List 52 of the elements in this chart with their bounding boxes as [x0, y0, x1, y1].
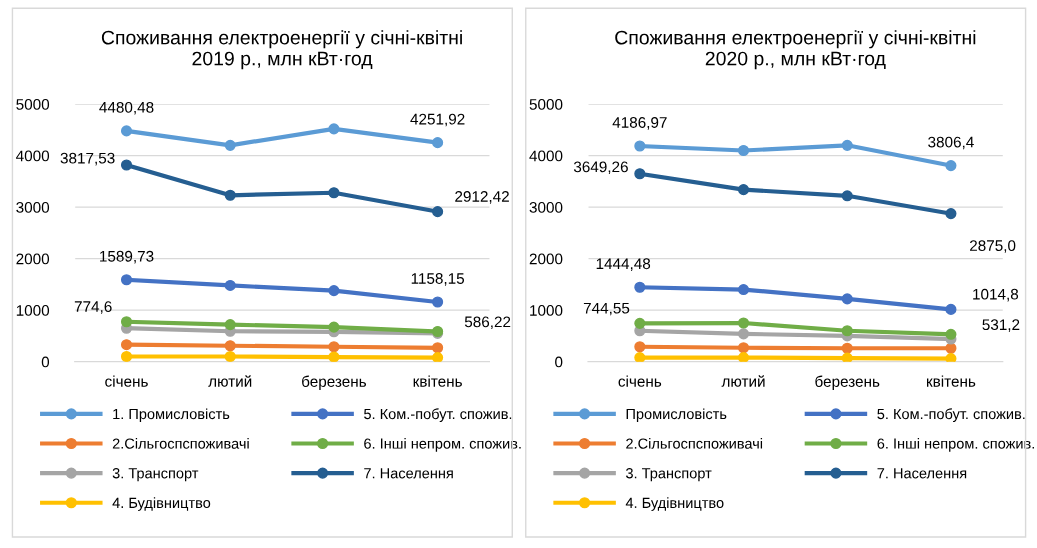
- y-tick-label: 2000: [16, 253, 50, 265]
- y-tick-label: 4000: [529, 150, 563, 162]
- data-label: 3806,4: [928, 136, 974, 150]
- y-tick-label: 5000: [16, 98, 50, 110]
- data-label: 1589,73: [100, 250, 154, 264]
- data-label: 2912,42: [455, 191, 509, 204]
- chart-title: Споживання електроенергії у січні-квітні 2020 р., млн кВт·год: [615, 30, 976, 70]
- y-tick-label: 1000: [530, 305, 563, 316]
- y-tick-label: 5000: [529, 98, 563, 110]
- x-tick-label: квітень: [413, 375, 462, 387]
- legend-label: 7. Населення: [877, 468, 967, 479]
- legend-label: 4. Будівництво: [112, 497, 211, 511]
- data-label: 4186,97: [612, 117, 667, 130]
- data-label: 531,2: [982, 319, 1020, 332]
- data-label: 1158,15: [411, 273, 465, 286]
- y-tick-label: 3000: [529, 202, 563, 213]
- y-tick-label: 1000: [16, 305, 50, 316]
- y-tick-label: 3000: [16, 202, 50, 213]
- data-label: 2875,0: [970, 240, 1016, 253]
- legend-label: 3. Транспорт: [626, 468, 712, 482]
- legend-label: 6. Інші непром. спожив.: [364, 438, 521, 452]
- data-label: 4480,48: [99, 101, 154, 115]
- x-tick-label: лютий: [721, 375, 765, 387]
- data-label: 3649,26: [573, 161, 628, 175]
- legend-label: 2.Сільгоспспоживачі: [112, 438, 249, 449]
- x-tick-label: квітень: [927, 375, 976, 387]
- y-tick-label: 0: [41, 356, 50, 368]
- legend-label: 6. Інші непром. спожив.: [877, 438, 1034, 452]
- x-tick-label: березень: [815, 375, 880, 390]
- data-label: 586,22: [464, 316, 511, 330]
- y-tick-label: 2000: [529, 253, 563, 265]
- data-label: 1014,8: [973, 288, 1019, 302]
- legend-label: 5. Ком.-побут. спожив.: [877, 408, 1025, 423]
- data-label: 774,6: [74, 301, 112, 314]
- x-tick-label: січень: [105, 375, 148, 387]
- data-label: 744,55: [583, 302, 630, 316]
- legend-label: 3. Транспорт: [112, 468, 199, 482]
- chart-title: Споживання електроенергії у січні-квітні 2019 р., млн кВт·год: [101, 30, 462, 70]
- data-label: 1444,48: [596, 258, 651, 271]
- legend-label: 7. Населення: [364, 468, 453, 479]
- data-label: 4251,92: [410, 113, 465, 127]
- legend-label: Промисловість: [626, 408, 727, 423]
- x-tick-label: березень: [302, 375, 367, 390]
- legend-label: 2.Сільгоспспоживачі: [626, 438, 763, 449]
- x-tick-label: січень: [618, 375, 662, 387]
- y-tick-label: 0: [555, 356, 563, 368]
- legend-label: 5. Ком.-побут. спожив.: [364, 408, 512, 423]
- legend-label: 1. Промисловість: [113, 408, 230, 423]
- data-label: 3817,53: [60, 152, 115, 166]
- y-tick-label: 4000: [16, 150, 50, 162]
- x-tick-label: лютий: [208, 375, 252, 387]
- legend-label: 4. Будівництво: [625, 497, 724, 511]
